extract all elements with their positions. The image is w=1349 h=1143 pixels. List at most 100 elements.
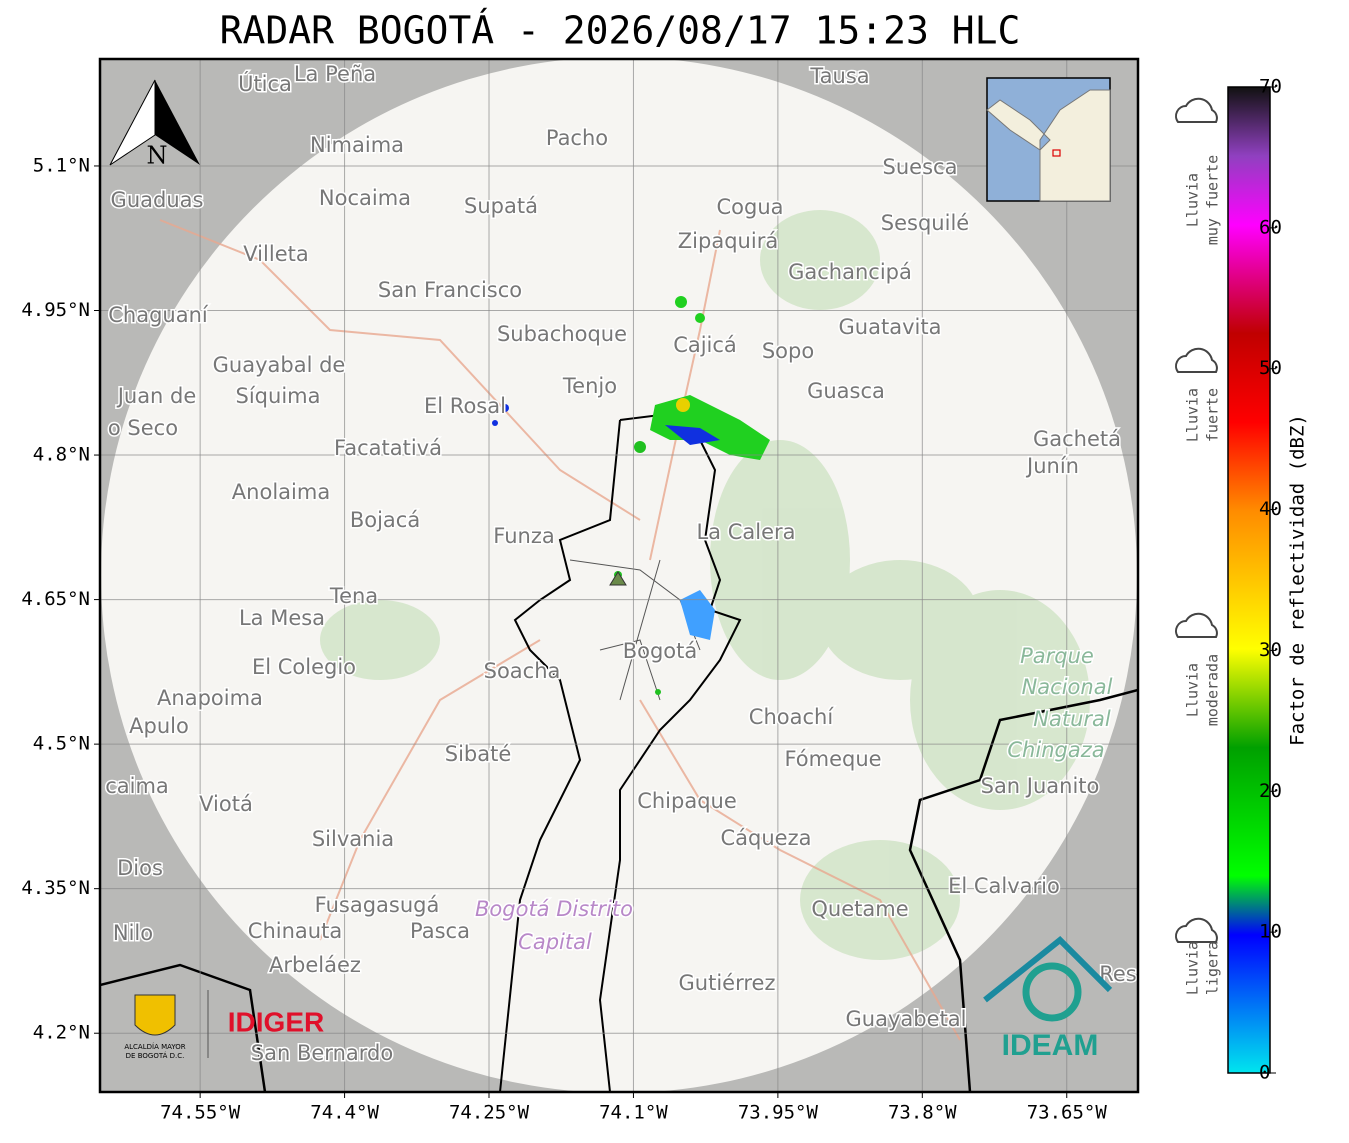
colorbar-tick-label: 60 [1259,216,1282,238]
colorbar-tick-label: 0 [1259,1062,1270,1084]
place-label: San Juanito [981,774,1100,798]
y-tick-label: 4.35°N [21,877,90,899]
place-label: La Calera [696,520,795,544]
place-label: Junín [1025,454,1079,478]
x-tick-label: 74.55°W [160,1102,241,1124]
compass-label: N [147,142,168,170]
y-tick-label: 4.2°N [33,1022,90,1044]
map: Útica La Peña Tausa Pacho Nimaima Guaduas Noca… [100,59,1138,1092]
place-label: Subachoque [497,322,627,346]
legend-entry: Lluvia ligera [1175,917,1222,995]
place-label: Nocaima [319,186,411,210]
place-label: Pacho [546,126,608,150]
y-tick-label: 5.1°N [33,154,90,176]
place-label: Viotá [199,792,253,816]
place-label: Gutiérrez [679,971,776,995]
place-label: Sibaté [445,742,512,766]
place-label: Útica [238,71,292,96]
y-tick-label: 4.5°N [33,733,90,755]
place-label: Pasca [410,919,470,943]
place-label: Anolaima [232,480,330,504]
place-label: Guasca [807,379,885,403]
place-label: Zipaquirá [678,229,778,253]
colorbar-tick-label: 70 [1259,76,1282,98]
place-label: Síquima [236,384,321,408]
radar-echoes [492,296,770,695]
place-label: Guatavita [839,315,942,339]
place-label: Chingaza [1007,738,1104,762]
place-label: Silvania [312,827,394,851]
place-label: Guayabetal [846,1007,967,1031]
x-tick-label: 73.65°W [1027,1102,1108,1124]
logo-text: DE BOGOTÁ D.C. [126,1051,185,1060]
place-label: Tausa [809,64,869,88]
place-label: La Mesa [239,606,325,630]
place-label: Gachetá [1033,427,1121,451]
legend-label: Lluvia [1184,388,1202,442]
logo-idiger: IDIGER [228,1006,324,1037]
x-tick-label: 73.95°W [738,1102,819,1124]
x-tick-label: 74.25°W [449,1102,530,1124]
place-label: El Colegio [252,655,356,679]
place-label: Tena [329,584,378,608]
place-label: Guayabal de [213,353,346,377]
place-label: Nimaima [310,133,404,157]
place-label: Bogotá Distrito [475,897,633,921]
place-label: San Francisco [378,278,522,302]
colorbar-tick-label: 40 [1259,498,1282,520]
place-label: El Rosal [424,394,506,418]
place-label: Chaguaní [108,303,209,327]
place-label: caima [105,774,169,798]
place-label: Apulo [129,714,189,738]
place-label: Juan de [116,384,197,408]
logo-alcaldia: ALCALDÍA MAYOR DE BOGOTÁ D.C. IDIGER [124,990,324,1060]
legend-label: moderada [1204,654,1222,726]
place-label: Tenjo [562,374,617,398]
place-label: Villeta [243,242,308,266]
place-label: Gachancipá [788,260,912,284]
y-tick-label: 4.8°N [33,444,90,466]
colorbar-tick-label: 50 [1259,357,1282,379]
place-label: Quetame [811,897,908,921]
x-tick-label: 74.4°W [310,1102,379,1124]
legend-entry: Lluvia fuerte [1175,347,1222,442]
place-label: Capital [518,930,592,954]
colorbar [1227,86,1271,1074]
title: RADAR BOGOTÁ - 2026/08/17 15:23 HLC [220,9,1021,53]
place-label: Natural [1033,707,1111,731]
place-label: Fusagasugá [315,893,440,917]
place-label: Cajicá [673,333,737,357]
logo-text: ALCALDÍA MAYOR [124,1042,185,1051]
x-tick-label: 73.8°W [888,1102,957,1124]
place-label: Chinauta [248,919,342,943]
place-label: Bogotá [623,639,698,663]
place-label: Nacional [1022,675,1113,699]
logo-ideam: IDEAM [983,935,1113,1062]
place-label: Bojacá [350,508,420,532]
legend-icon [1175,347,1218,373]
colorbar-tick-label: 10 [1259,921,1282,943]
legend-entry: Lluvia muy fuerte [1175,97,1222,245]
place-label: Guaduas [111,188,204,212]
place-label: La Peña [294,62,376,86]
place-label: Supatá [464,194,538,218]
colorbar-label: Factor de reflectividad (dBZ) [1287,414,1309,746]
logo-ideam-text: IDEAM [1002,1029,1099,1062]
legend-icon [1175,97,1218,123]
compass: N [109,79,200,170]
place-label: Choachí [749,705,835,729]
place-label: Fómeque [784,747,881,771]
legend-label: Lluvia [1184,663,1202,717]
map-frame [98,57,1140,1094]
x-tick-label: 74.1°W [599,1102,668,1124]
place-label: San Bernardo [251,1041,393,1065]
place-label: Cogua [716,195,783,219]
place-label: Soacha [484,659,561,683]
legend-label: ligera [1204,941,1222,995]
place-label: Sesquilé [881,211,969,235]
legend-label: Lluvia [1184,941,1202,995]
place-label: Suesca [883,155,958,179]
place-label: Arbeláez [269,953,361,977]
legend-entry: Lluvia moderada [1175,612,1222,726]
